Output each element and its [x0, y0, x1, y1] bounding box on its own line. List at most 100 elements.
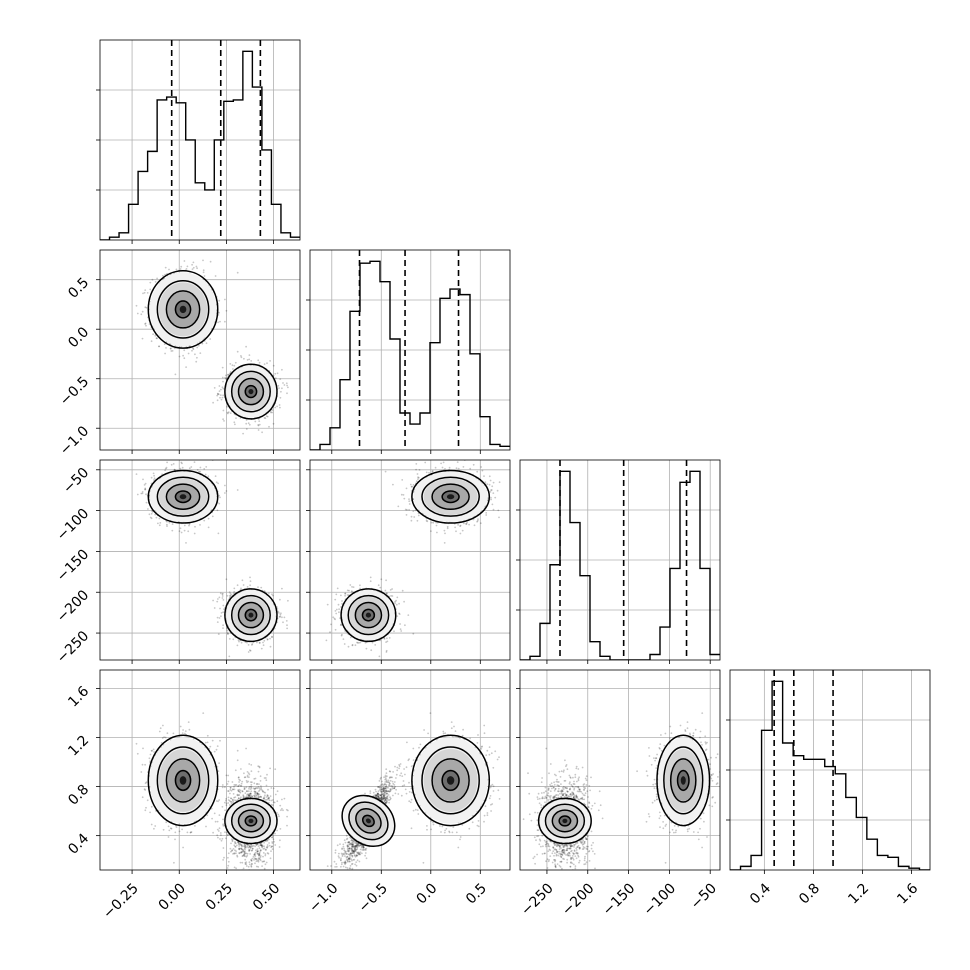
sample-point: [152, 333, 155, 336]
sample-point: [245, 422, 248, 425]
sample-point: [180, 265, 183, 268]
sample-point: [225, 374, 227, 377]
sample-point: [220, 615, 222, 618]
sample-point: [153, 479, 155, 481]
sample-point: [243, 357, 245, 360]
sample-points: [135, 259, 289, 435]
sample-point: [224, 484, 226, 487]
sample-point: [145, 306, 148, 309]
sample-point: [285, 382, 288, 385]
sample-point: [196, 356, 198, 359]
sample-point: [224, 320, 226, 323]
sample-point: [201, 342, 204, 345]
sample-point: [223, 608, 225, 610]
sample-point: [235, 417, 237, 419]
sample-point: [213, 387, 216, 389]
sample-point: [219, 396, 221, 399]
sample-point: [145, 493, 147, 496]
sample-point: [142, 478, 144, 481]
sample-point: [152, 472, 155, 475]
sample-point: [166, 523, 168, 526]
sample-point: [159, 522, 162, 524]
sample-point: [202, 269, 205, 272]
sample-point: [286, 384, 288, 387]
sample-point: [257, 424, 260, 427]
sample-point: [180, 461, 183, 464]
histogram-step: [310, 260, 510, 450]
sample-point: [220, 388, 222, 391]
sample-point: [227, 412, 229, 415]
sample-point: [268, 425, 270, 428]
sample-point: [166, 520, 168, 523]
sample-point: [222, 409, 225, 412]
sample-point: [272, 594, 274, 597]
sample-point: [257, 424, 260, 426]
sample-point: [274, 377, 277, 379]
sample-point: [170, 463, 173, 466]
sample-point: [155, 516, 158, 519]
sample-point: [149, 288, 152, 291]
sample-point: [164, 266, 167, 269]
sample-point: [147, 508, 149, 510]
sample-point: [278, 387, 280, 389]
sample-point: [156, 337, 158, 340]
sample-point: [250, 360, 253, 362]
sample-point: [146, 292, 149, 294]
sample-point: [283, 384, 286, 386]
density-contour: [230, 370, 271, 413]
sample-point: [195, 265, 198, 268]
sample-point: [216, 392, 219, 395]
sample-point: [149, 281, 152, 284]
sample-point: [258, 361, 261, 364]
sample-point: [221, 597, 224, 599]
density-fill: [248, 388, 254, 395]
sample-point: [271, 411, 274, 414]
sample-point: [269, 360, 271, 362]
sample-point: [233, 421, 236, 424]
sample-point: [286, 392, 288, 395]
sample-point: [229, 412, 232, 414]
sample-point: [202, 259, 204, 262]
sample-point: [143, 291, 146, 294]
sample-point: [218, 385, 221, 387]
density-contour: [224, 363, 278, 420]
sample-point: [247, 422, 250, 425]
sample-point: [158, 517, 161, 520]
sample-point: [266, 415, 269, 418]
sample-point: [222, 599, 225, 601]
sample-point: [155, 337, 158, 340]
sample-point: [221, 396, 224, 399]
sample-point: [236, 489, 239, 491]
sample-point: [164, 352, 167, 355]
sample-point: [183, 349, 186, 352]
sample-point: [258, 423, 261, 426]
sample-point: [154, 281, 157, 283]
sample-point: [164, 467, 167, 470]
sample-point: [246, 359, 249, 361]
sample-point: [141, 491, 144, 493]
sample-point: [179, 467, 182, 470]
sample-point: [221, 366, 224, 369]
sample-point: [203, 468, 206, 470]
sample-point: [218, 494, 221, 497]
sample-point: [209, 338, 212, 340]
sample-point: [136, 493, 139, 496]
sample-point: [145, 501, 148, 504]
sample-point: [221, 376, 224, 379]
sample-point: [182, 354, 185, 357]
sample-point: [145, 324, 147, 327]
sample-point: [141, 337, 144, 340]
sample-point: [233, 364, 236, 367]
sample-point: [173, 468, 176, 471]
sample-point: [192, 347, 194, 350]
sample-point: [225, 309, 228, 312]
density-contour: [174, 300, 192, 319]
sample-point: [217, 393, 219, 396]
sample-point: [218, 502, 221, 505]
sample-point: [217, 321, 220, 324]
sample-point: [231, 364, 234, 367]
sample-point: [272, 364, 275, 367]
sample-point: [188, 467, 191, 470]
sample-point: [150, 340, 153, 343]
